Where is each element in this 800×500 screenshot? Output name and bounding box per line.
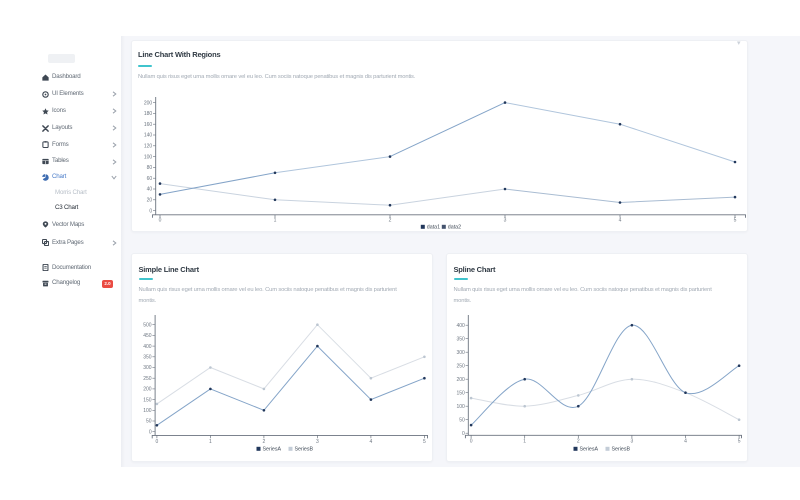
svg-text:300: 300 (456, 350, 465, 356)
svg-text:80: 80 (147, 165, 153, 171)
svg-text:0: 0 (149, 208, 152, 214)
svg-text:150: 150 (456, 390, 465, 396)
svg-text:4: 4 (619, 218, 622, 224)
svg-text:data1: data1 (427, 225, 440, 231)
svg-text:160: 160 (144, 122, 153, 128)
svg-text:50: 50 (146, 419, 152, 425)
svg-text:200: 200 (456, 377, 465, 383)
svg-text:3: 3 (631, 439, 634, 445)
svg-text:2: 2 (577, 439, 580, 445)
svg-text:1: 1 (274, 218, 277, 224)
svg-text:250: 250 (143, 376, 152, 382)
svg-text:350: 350 (456, 336, 465, 342)
svg-text:0: 0 (159, 218, 162, 224)
svg-text:120: 120 (144, 144, 153, 150)
svg-text:500: 500 (143, 322, 152, 328)
svg-text:0: 0 (156, 439, 159, 445)
svg-text:4: 4 (370, 439, 373, 445)
svg-text:SeriesB: SeriesB (295, 447, 314, 453)
svg-text:300: 300 (143, 365, 152, 371)
svg-text:3: 3 (316, 439, 319, 445)
svg-text:0: 0 (462, 431, 465, 437)
svg-text:20: 20 (147, 198, 153, 204)
svg-text:SeriesA: SeriesA (580, 447, 599, 453)
svg-text:150: 150 (143, 397, 152, 403)
svg-text:400: 400 (456, 323, 465, 329)
svg-text:400: 400 (143, 344, 152, 350)
svg-text:140: 140 (144, 133, 153, 139)
svg-text:0: 0 (149, 429, 152, 435)
svg-text:200: 200 (143, 387, 152, 393)
svg-text:100: 100 (144, 154, 153, 160)
svg-text:5: 5 (423, 439, 426, 445)
svg-text:60: 60 (147, 176, 153, 182)
svg-text:1: 1 (523, 439, 526, 445)
svg-text:0: 0 (470, 439, 473, 445)
svg-text:5: 5 (734, 218, 737, 224)
svg-text:180: 180 (144, 111, 153, 117)
svg-text:100: 100 (456, 404, 465, 410)
svg-text:50: 50 (459, 417, 465, 423)
svg-text:data2: data2 (448, 225, 461, 231)
svg-text:3: 3 (504, 218, 507, 224)
svg-text:200: 200 (144, 100, 153, 106)
svg-text:2: 2 (263, 439, 266, 445)
svg-text:2: 2 (389, 218, 392, 224)
svg-text:1: 1 (209, 439, 212, 445)
svg-text:100: 100 (143, 408, 152, 414)
svg-text:4: 4 (684, 439, 687, 445)
svg-text:450: 450 (143, 333, 152, 339)
svg-text:SeriesA: SeriesA (263, 447, 282, 453)
svg-text:350: 350 (143, 355, 152, 361)
svg-text:5: 5 (738, 439, 741, 445)
svg-text:40: 40 (147, 187, 153, 193)
svg-text:250: 250 (456, 363, 465, 369)
svg-text:SeriesB: SeriesB (612, 447, 631, 453)
